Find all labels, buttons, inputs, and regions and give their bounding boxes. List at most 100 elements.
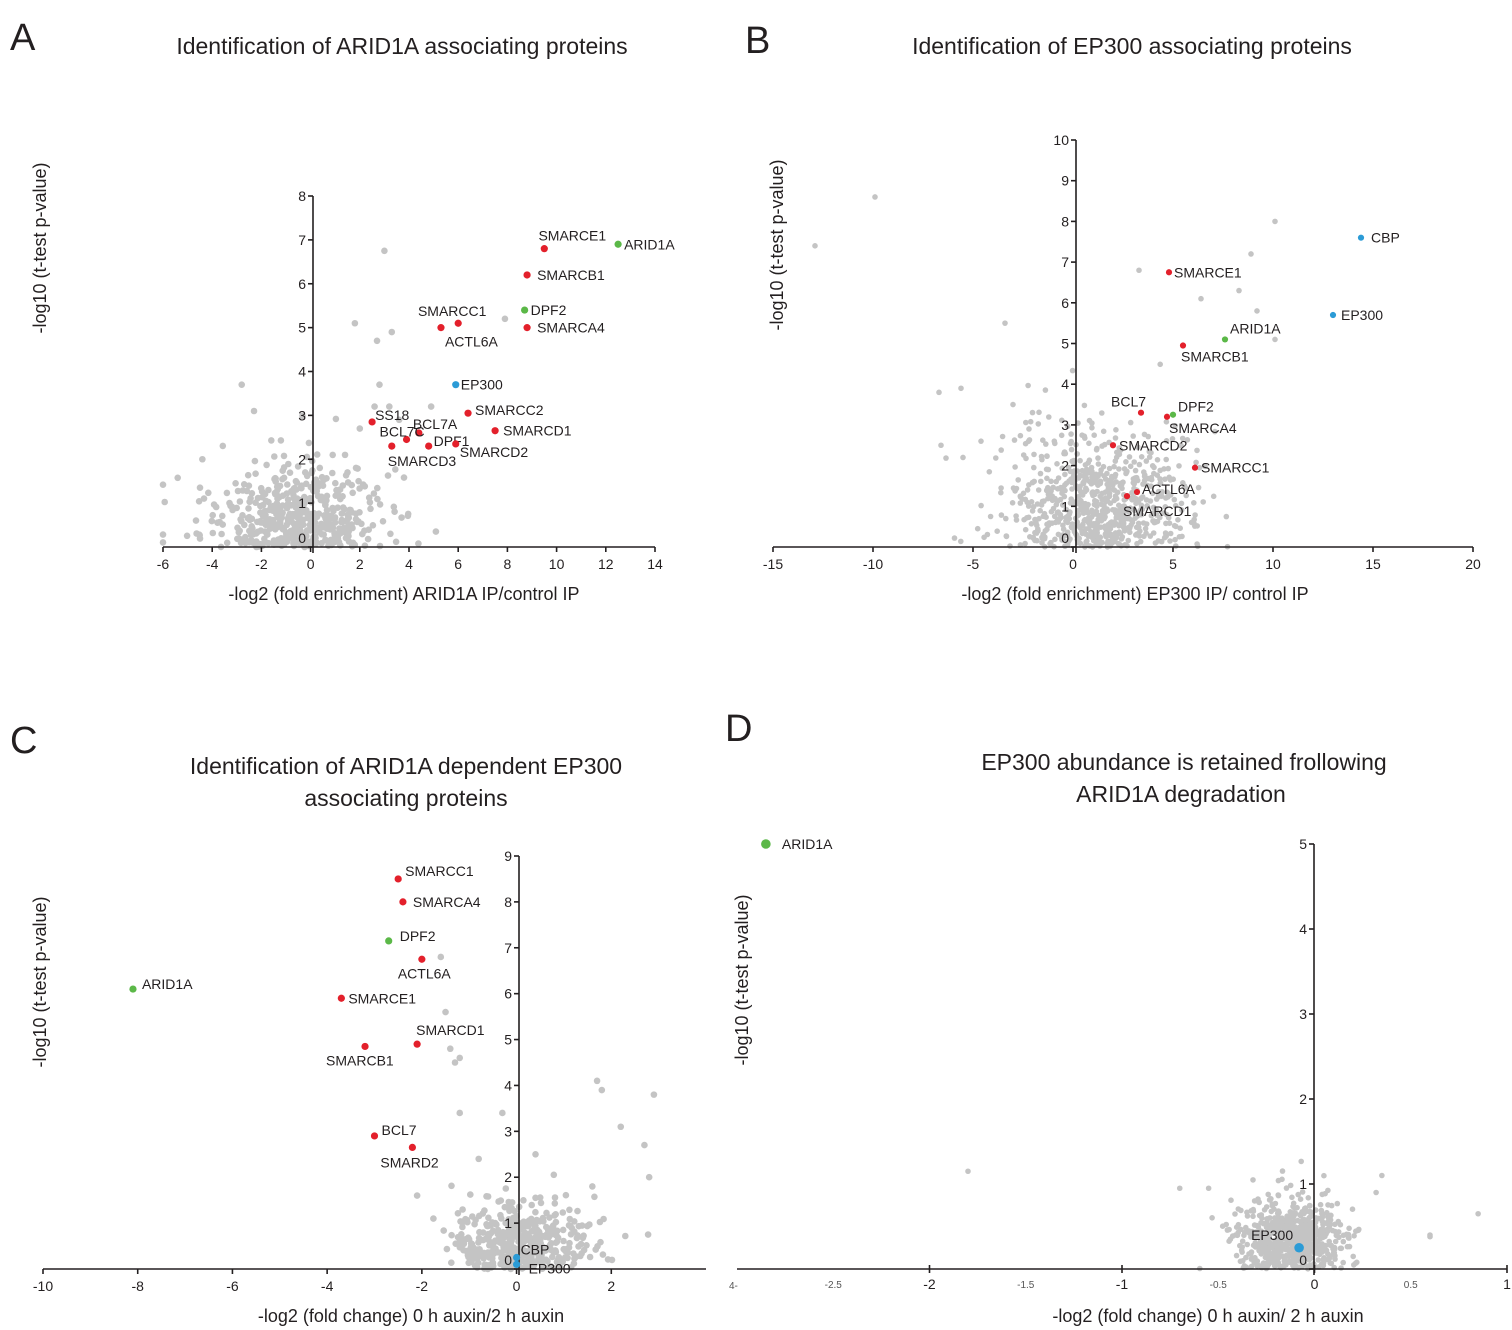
panel-a-background-point — [252, 499, 259, 507]
panel-c-background-point — [533, 1216, 540, 1224]
panel-a-background-point — [355, 477, 362, 485]
panel-d-background-point — [1232, 1211, 1238, 1217]
panel-b-background-point — [1135, 520, 1142, 527]
panel-d-background-point — [1320, 1221, 1326, 1228]
panel-a-point-smarcc1 — [454, 319, 462, 327]
panel-b-background-point — [1184, 437, 1191, 443]
panel-a-background-point — [303, 507, 310, 514]
panel-b-background-point — [1114, 489, 1121, 496]
panel-d-background-point — [1252, 1244, 1259, 1250]
panel-a-point-actl6a — [437, 324, 445, 332]
panel-a-background-point — [219, 442, 227, 450]
panel-d-background-point — [1313, 1241, 1320, 1247]
panel-c-background-point — [564, 1254, 571, 1262]
panel-d-background-point — [1286, 1231, 1292, 1238]
panel-b-background-point — [1058, 514, 1064, 521]
panel-d-background-point — [1241, 1229, 1248, 1236]
panel-c-background-point — [546, 1214, 553, 1221]
panel-b-background-point — [1090, 537, 1097, 544]
panel-d-background-point — [1279, 1246, 1285, 1252]
panel-d-background-point — [1320, 1262, 1327, 1269]
panel-d-background-point — [1239, 1238, 1246, 1244]
panel-a-background-point — [323, 492, 331, 500]
panel-c-title-line-2: associating proteins — [304, 785, 507, 811]
panel-d-background-point — [1344, 1243, 1351, 1250]
panel-c-background-point — [574, 1207, 581, 1215]
panel-d-background-point — [1286, 1258, 1293, 1264]
panel-b-background-point — [1037, 507, 1043, 514]
panel-a-background-point — [247, 495, 254, 502]
panel-a-background-point — [277, 535, 285, 542]
panel-a-background-point — [264, 531, 271, 538]
panel-b-background-point — [1126, 454, 1133, 460]
panel-b-background-point — [1077, 488, 1084, 495]
panel-b-background-point — [1139, 494, 1146, 500]
panel-b-background-point — [1081, 501, 1087, 508]
panel-c-background-point — [506, 1247, 513, 1255]
panel-b-background-point — [1077, 457, 1083, 464]
panel-b-background-point — [1095, 512, 1102, 519]
panel-b-background-point — [1048, 478, 1054, 485]
panel-b-background-point — [978, 502, 984, 509]
panel-a-gray-point — [395, 416, 403, 424]
panel-a-background-point — [200, 495, 208, 502]
panel-b-background-point — [943, 455, 949, 461]
panel-b-background-point — [1176, 463, 1182, 469]
panel-d-background-point — [1295, 1191, 1301, 1198]
panel-b-background-point — [1112, 458, 1119, 464]
panel-b-gray-point — [1198, 295, 1204, 302]
panel-a-y-tick-label: 8 — [298, 188, 306, 204]
panel-b-background-point — [1191, 500, 1197, 506]
panel-d-background-point — [1269, 1201, 1276, 1207]
panel-a-background-point — [346, 506, 354, 514]
panel-c-gray-point — [437, 953, 445, 961]
panel-b-gray-point — [1136, 267, 1142, 274]
panel-c-background-point — [487, 1222, 495, 1229]
panel-c-background-point — [506, 1202, 514, 1209]
panel-b-background-point — [1173, 543, 1179, 549]
panel-c-background-point — [489, 1227, 497, 1235]
panel-b-background-point — [1143, 458, 1150, 464]
panel-c-label-smarcb1: SMARCB1 — [326, 1052, 394, 1068]
panel-b-background-point — [1065, 464, 1072, 471]
panel-b-background-point — [1125, 537, 1132, 544]
panel-a-background-point — [369, 522, 377, 529]
panel-b-background-point — [1097, 480, 1104, 487]
panel-d-background-point — [1324, 1210, 1330, 1216]
panel-c-background-point — [566, 1239, 573, 1247]
panel-c-y-tick-label: 1 — [504, 1215, 512, 1231]
panel-b-point-cbp — [1357, 234, 1365, 241]
panel-d-y-tick-label: 2 — [1299, 1091, 1307, 1107]
panel-b-background-point — [1163, 456, 1169, 463]
panel-d-background-point — [1251, 1222, 1258, 1228]
panel-b-background-point — [1067, 440, 1074, 447]
panel-b-background-point — [1142, 525, 1149, 532]
panel-c-background-point — [559, 1209, 567, 1216]
panel-d-background-point — [1280, 1218, 1286, 1224]
panel-b-background-point — [1043, 441, 1049, 447]
panel-a-x-tick-label: 12 — [598, 556, 614, 572]
panel-b-background-point — [1106, 477, 1112, 484]
panel-d-background-point — [1321, 1255, 1327, 1262]
panel-d-background-point — [1279, 1168, 1286, 1174]
panel-b-background-point — [1130, 494, 1137, 500]
panel-b-background-point — [1195, 484, 1202, 491]
panel-b-background-point — [1112, 435, 1119, 441]
panel-a-background-point — [295, 509, 303, 516]
panel-c-gray-point — [650, 1091, 658, 1098]
panel-b-background-point — [1210, 493, 1217, 500]
panel-b-point-ep300 — [1329, 311, 1337, 319]
panel-d-background-point — [1233, 1252, 1240, 1259]
panel-b-background-point — [1069, 486, 1075, 492]
panel-b-point-actl6a — [1133, 488, 1141, 496]
panel-c-gray-point — [598, 1086, 606, 1094]
panel-a-background-point — [326, 522, 334, 530]
panel-d-background-point — [1322, 1233, 1328, 1240]
panel-b-background-point — [1036, 409, 1042, 416]
panel-b-x-tick-label: 10 — [1265, 556, 1281, 572]
panel-a-background-point — [234, 487, 242, 495]
panel-b-background-point — [1084, 538, 1090, 544]
panel-a-y-tick-label: 2 — [298, 451, 306, 467]
panel-a-background-point — [243, 487, 251, 495]
panel-b-background-point — [1045, 466, 1052, 473]
